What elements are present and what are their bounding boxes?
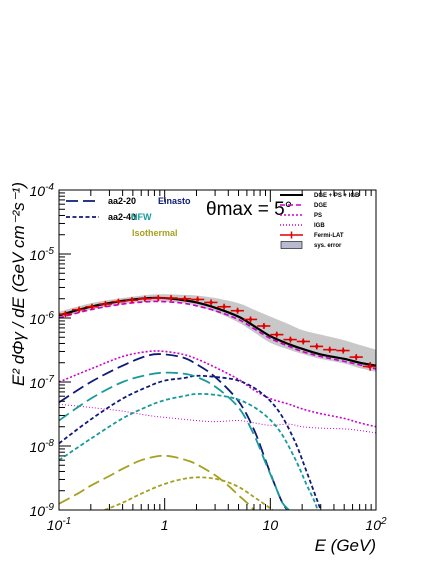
- y-tick-label: 10-6: [30, 310, 55, 327]
- series-aa2-40-nfw: [59, 392, 319, 510]
- series-aa2-20-einasto: [59, 353, 289, 510]
- fermi-lat-point: [125, 297, 139, 304]
- series-aa2-20-nfw: [59, 371, 290, 510]
- x-axis-title: E (GeV): [315, 536, 376, 555]
- fermi-lat-point: [283, 336, 297, 343]
- legend-entry-sys-error-swatch: [280, 241, 303, 249]
- plot-frame: [58, 189, 377, 511]
- legend-right: DGE + PS + IGB DGE PS IGB Fermi-LAT sys. erro…: [280, 193, 360, 249]
- fermi-lat-point: [138, 295, 152, 302]
- fermi-lat-point: [177, 295, 192, 302]
- fermi-lat-point: [59, 311, 73, 318]
- fermi-lat-point: [191, 296, 205, 303]
- fermi-lat-point: [230, 307, 244, 314]
- y-axis-title: E² dΦγ / dE (GeV cm⁻²s⁻¹): [9, 182, 28, 386]
- fermi-lat-point: [72, 306, 86, 313]
- series-dge: [59, 300, 376, 370]
- legend-entry-fermi-lat-label: Fermi-LAT: [314, 233, 344, 239]
- series-aa2-40-einasto: [59, 374, 322, 510]
- legend-left: aa2-20 aa2-40 Einasto NFW Isothermal: [66, 196, 191, 238]
- fermi-lat-point: [270, 331, 284, 338]
- series-aa2-40-isothermal: [104, 476, 274, 510]
- x-tick-label: 10-1: [47, 516, 71, 533]
- fermi-lat-point: [296, 338, 310, 345]
- fermi-lat-point: [204, 299, 218, 306]
- x-tick-label: 1: [161, 517, 169, 533]
- legend-profile-isothermal: Isothermal: [132, 228, 178, 238]
- y-tick-label: 10-5: [30, 246, 55, 263]
- legend-entry-igb-label: IGB: [314, 223, 325, 229]
- x-tick-label: 102: [365, 516, 387, 533]
- fermi-lat-point: [111, 298, 126, 305]
- fermi-lat-point: [85, 303, 99, 310]
- fermi-lat-point: [257, 322, 271, 329]
- legend-entry-sys-error-label: sys. error: [314, 243, 342, 249]
- y-tick-label: 10-9: [30, 502, 55, 519]
- y-tick-label: 10-8: [30, 438, 55, 455]
- fermi-lat-point: [362, 362, 376, 371]
- fermi-lat-point: [151, 295, 165, 302]
- annotation-theta: θmax = 5°: [206, 199, 292, 220]
- x-tick-label: 10: [263, 517, 279, 533]
- legend-entry-dge-label: DGE: [314, 203, 327, 209]
- fermi-lat-point: [323, 346, 337, 353]
- legend-profile-nfw: NFW: [131, 212, 152, 222]
- legend-entry-ps-label: PS: [314, 213, 322, 219]
- fermi-lat-point: [243, 316, 258, 323]
- legend-profile-einasto: Einasto: [158, 196, 191, 206]
- fermi-lat-point: [336, 347, 350, 354]
- sys-error-band: [59, 294, 376, 372]
- series-dge-ps-igb: [59, 296, 376, 367]
- fermi-lat-point: [349, 354, 363, 361]
- fermi-lat-point: [98, 301, 112, 308]
- y-tick-label: 10-4: [30, 182, 55, 199]
- series-aa2-20-isothermal: [59, 454, 255, 510]
- legend-label-aa2-40: aa2-40: [108, 212, 136, 222]
- fermi-lat-point: [217, 303, 231, 310]
- y-tick-label: 10-7: [30, 374, 55, 391]
- fermi-lat-point: [309, 343, 324, 350]
- legend-entry-dge-ps-igb-label: DGE + PS + IGB: [314, 193, 360, 199]
- fermi-lat-point: [164, 295, 178, 302]
- legend-label-aa2-20: aa2-20: [108, 196, 136, 206]
